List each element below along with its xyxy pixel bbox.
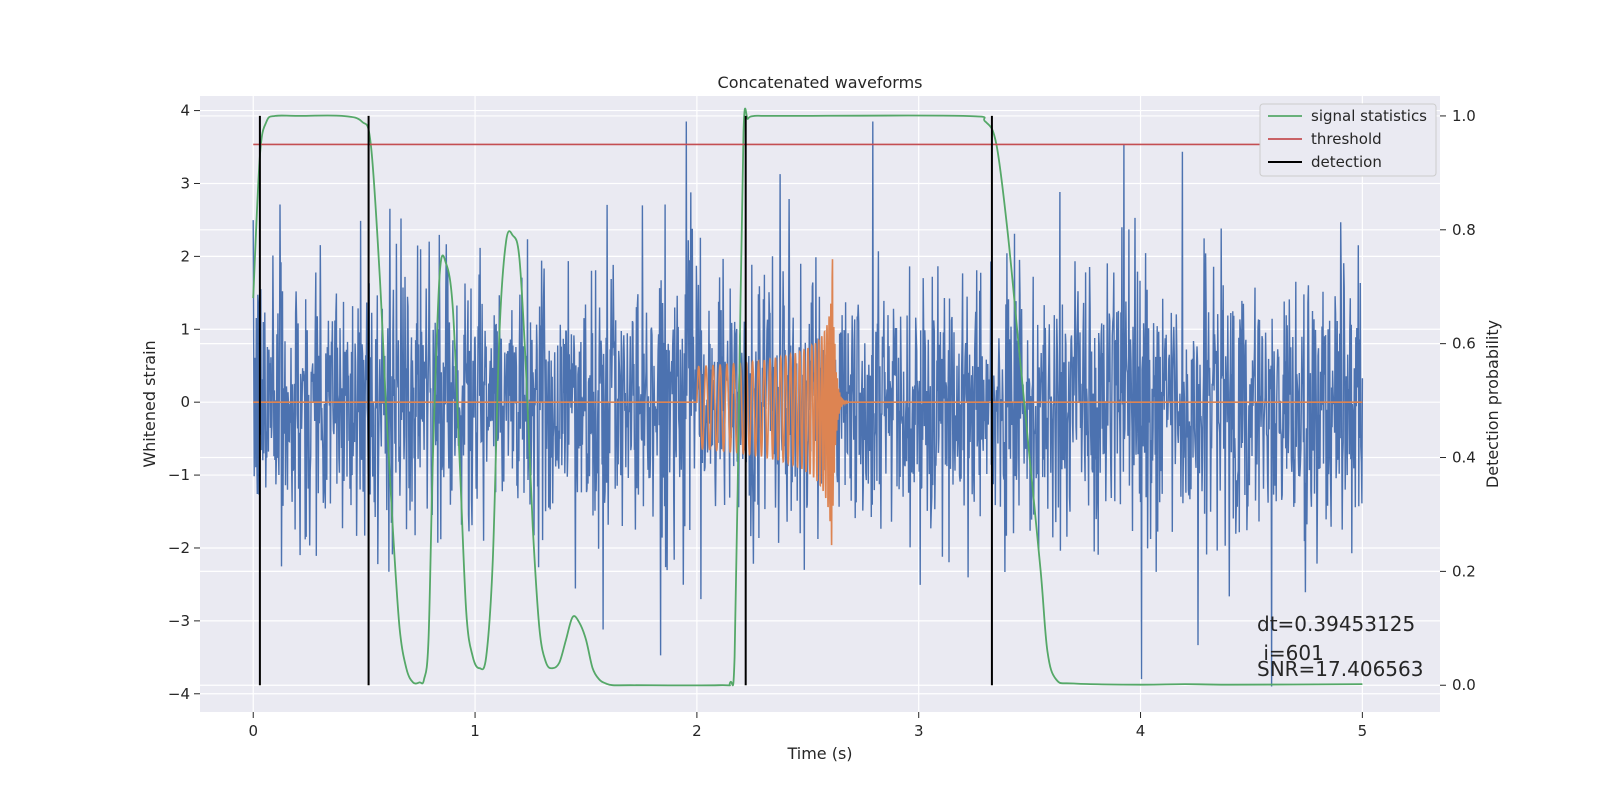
annotation-dt: dt=0.39453125: [1257, 612, 1415, 636]
axis-ticks: 0 1 2 3 4 5 −4 −3 −2 −1 0 1 2 3 4 0.0 0.2 0.4 0.6 0.8 1.0: [168, 102, 1476, 740]
x-tick-label: 0: [248, 722, 258, 740]
y-right-tick-label: 0.4: [1452, 449, 1476, 467]
y-tick-label: −3: [168, 612, 190, 630]
legend-label-threshold: threshold: [1311, 130, 1382, 148]
chart-title: Concatenated waveforms: [718, 73, 923, 92]
y-axis-label: Whitened strain: [140, 340, 159, 467]
y-right-tick-label: 1.0: [1452, 107, 1476, 125]
y-tick-label: 3: [180, 174, 190, 192]
y-tick-label: −2: [168, 539, 190, 557]
x-tick-label: 2: [692, 722, 702, 740]
y-axis-right-label: Detection probability: [1483, 320, 1502, 488]
y-right-tick-label: 0.2: [1452, 562, 1476, 580]
legend-box: [1259, 103, 1437, 177]
y-right-tick-label: 0.6: [1452, 335, 1476, 353]
legend-label-detection: detection: [1311, 153, 1382, 171]
y-tick-label: 0: [180, 393, 190, 411]
x-tick-label: 3: [914, 722, 924, 740]
y-tick-label: −1: [168, 466, 190, 484]
y-right-tick-label: 0.8: [1452, 221, 1476, 239]
x-tick-label: 5: [1358, 722, 1368, 740]
x-axis-label: Time (s): [786, 744, 852, 763]
noise-trace: [252, 121, 1364, 687]
legend-label-signal-statistics: signal statistics: [1311, 107, 1427, 125]
noise-series: [252, 121, 1364, 687]
x-tick-label: 4: [1136, 722, 1146, 740]
legend: signal statistics threshold detection: [1259, 103, 1437, 177]
injection-series: [253, 259, 1363, 546]
y-tick-label: 1: [180, 320, 190, 338]
annotation-snr: SNR=17.406563: [1257, 657, 1423, 681]
detection-series: [258, 115, 993, 686]
y-right-tick-label: 0.0: [1452, 676, 1476, 694]
y-tick-label: −4: [168, 685, 190, 703]
y-tick-label: 4: [180, 102, 190, 120]
injection-trace: [253, 259, 1363, 546]
x-tick-label: 1: [470, 722, 480, 740]
y-tick-label: 2: [180, 247, 190, 265]
annotation-index: i=601: [1257, 641, 1324, 665]
